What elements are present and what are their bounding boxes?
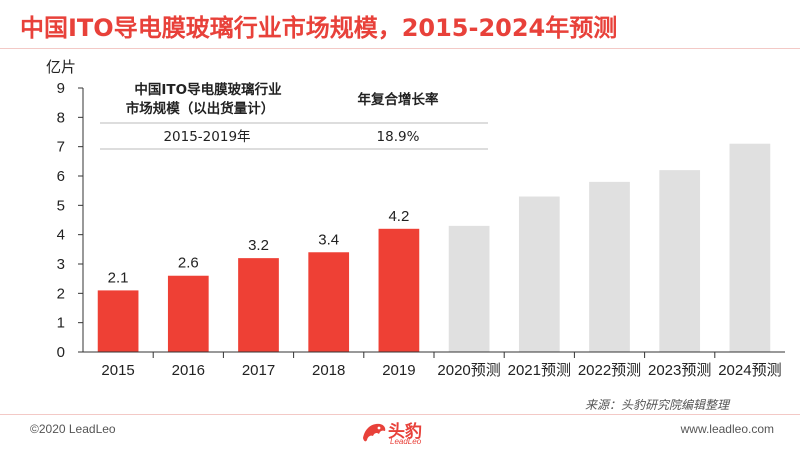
y-tick-label: 8	[57, 109, 65, 126]
bars	[97, 143, 771, 352]
title-divider	[0, 48, 800, 49]
x-tick-label: 2018	[312, 362, 345, 379]
x-tick-label: 2024预测	[718, 362, 781, 379]
leadleo-logo: 头豹 LeadLeo	[360, 416, 442, 448]
logo-text-en: LeadLeo	[390, 437, 422, 446]
footer-website[interactable]: www.leadleo.com	[680, 422, 774, 436]
source-note: 来源：头豹研究院编辑整理	[585, 398, 730, 412]
x-tick-label: 2019	[382, 362, 415, 379]
y-axis-unit: 亿片	[46, 59, 76, 76]
y-tick-label: 5	[57, 197, 65, 214]
data-labels: 2.1 2.6 3.2 3.4 4.2	[108, 208, 410, 287]
data-label: 2.6	[178, 255, 199, 272]
x-tick-label: 2022预测	[578, 362, 641, 379]
footer-divider	[0, 414, 800, 415]
leopard-icon	[363, 423, 386, 442]
page-title: 中国ITO导电膜玻璃行业市场规模，2015-2024年预测	[20, 14, 618, 42]
table-cagr-value: 18.9%	[377, 129, 420, 145]
y-tick-label: 4	[57, 227, 65, 244]
x-tick-label: 2023预测	[648, 362, 711, 379]
y-tick-label: 0	[57, 344, 65, 361]
data-label: 3.2	[248, 237, 269, 254]
y-tick-label: 3	[57, 256, 65, 273]
bar-actual	[378, 228, 420, 352]
bar-forecast	[729, 143, 771, 352]
y-axis-ticks: 0 1 2 3 4 5 6 7 8 9	[57, 80, 83, 361]
table-header-left-line1: 中国ITO导电膜玻璃行业	[134, 81, 281, 98]
bar-forecast	[659, 170, 701, 352]
bar-forecast	[589, 181, 630, 352]
footer-copyright: ©2020 LeadLeo	[30, 422, 116, 436]
x-axis-ticks: 2015 2016 2017 2018 2019 2020预测 2021预测 2022预测 20…	[101, 352, 782, 379]
cagr-table: 中国ITO导电膜玻璃行业 市场规模（以出货量计） 年复合增长率 2015-201…	[100, 81, 488, 150]
bar-forecast	[518, 196, 560, 352]
data-label: 4.2	[388, 208, 409, 225]
logo-text-cn: 头豹	[388, 422, 422, 442]
bar-actual	[308, 252, 350, 352]
x-tick-label: 2021预测	[508, 362, 571, 379]
x-tick-label: 2015	[101, 362, 134, 379]
y-tick-label: 1	[57, 315, 65, 332]
y-tick-label: 2	[57, 285, 65, 302]
table-header-right: 年复合增长率	[358, 91, 439, 108]
bar-actual	[97, 290, 139, 352]
x-tick-label: 2020预测	[437, 362, 500, 379]
x-tick-label: 2017	[242, 362, 275, 379]
y-tick-label: 6	[57, 168, 65, 185]
x-tick-label: 2016	[172, 362, 205, 379]
bar-actual	[238, 258, 279, 352]
bar-actual	[167, 275, 209, 352]
data-label: 3.4	[318, 231, 339, 248]
table-period: 2015-2019年	[163, 129, 250, 145]
bar-forecast	[448, 225, 490, 352]
table-header-left-line2: 市场规模（以出货量计）	[126, 100, 275, 117]
y-tick-label: 7	[57, 139, 65, 156]
y-tick-label: 9	[57, 80, 65, 97]
data-label: 2.1	[108, 269, 129, 286]
